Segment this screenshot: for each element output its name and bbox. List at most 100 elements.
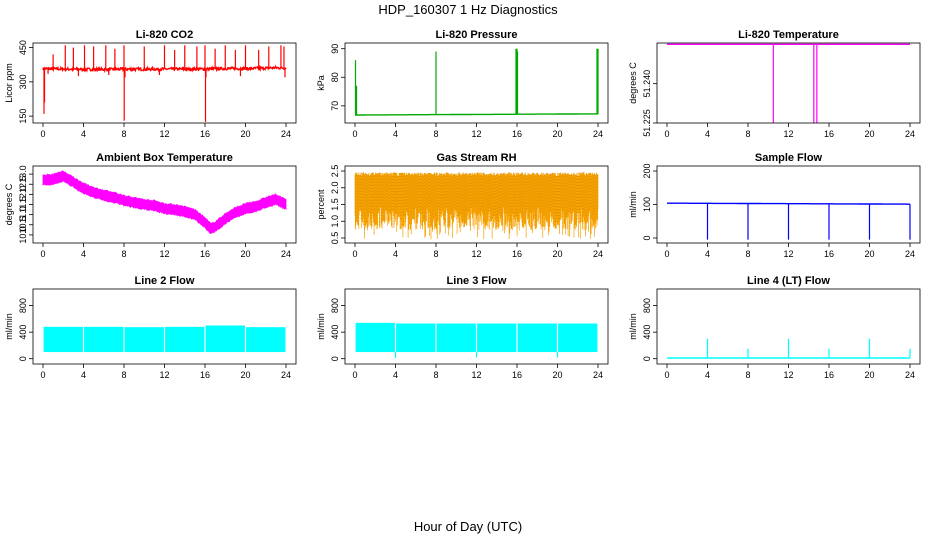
chart-line2-flow-block [43,326,83,353]
chart-sample-xtick-label: 20 [864,249,874,259]
chart-line3-ytick-label: 400 [330,325,340,340]
chart-pressure-series-line [355,113,598,116]
chart-line2-ytick-label: 800 [18,298,28,313]
chart-ambient-ytick-label: 11.0 [18,206,28,223]
chart-rh-xtick-label: 12 [471,249,481,259]
chart-temperature-xtick-label: 8 [745,129,750,139]
chart-sample-xtick-label: 24 [905,249,915,259]
chart-co2-ytick-label: 150 [18,109,28,124]
chart-rh-ytick-label: 0.5 [330,232,340,245]
chart-line3-xtick-label: 16 [512,370,522,380]
chart-sample-ytick-label: 100 [642,197,652,212]
chart-line2-xtick-label: 20 [240,370,250,380]
chart-line3-frame [344,288,609,365]
chart-line3-xtick-label: 4 [393,370,398,380]
chart-line2-frame [32,288,297,365]
chart-ambient-ytick-label: 13.0 [18,165,28,183]
chart-temperature-xtick-label: 16 [824,129,834,139]
chart-line4-plot-area [667,338,911,359]
chart-rh-ytick-label: 2.0 [330,182,340,195]
chart-line2-xtick-label: 24 [281,370,291,380]
chart-pressure-ytick-label: 80 [330,72,340,82]
chart-co2-title: Li-820 CO2 [136,29,193,41]
chart-temperature-panel: Li-820 Temperature degrees C 0 4 8 12 16 20 24 51… [628,29,921,139]
chart-pressure-ytick-label: 90 [330,44,340,54]
chart-sample-plot-area [667,202,911,240]
chart-line4-frame [656,288,921,365]
chart-co2-xtick-label: 24 [281,129,291,139]
chart-rh-ytick-label: 2.5 [330,165,340,178]
chart-pressure-xtick-label: 8 [433,129,438,139]
chart-ambient-ylabel: degrees C [4,183,14,225]
chart-ambient-panel: Ambient Box Temperature degrees C 0 4 8 12 16 2… [4,152,297,259]
chart-pressure-plot-area [354,48,599,116]
chart-pressure-frame [344,42,609,124]
chart-rh-title: Gas Stream RH [436,152,516,164]
chart-rh-series-noise-dots [354,172,599,240]
chart-ambient-ytick-label: 12.0 [18,186,28,204]
chart-line4-xtick-label: 4 [705,370,710,380]
chart-line3-flow-block [396,323,436,353]
chart-line2-flow-block [205,325,245,353]
chart-temperature-title: Li-820 Temperature [738,29,839,41]
chart-line3-xtick-label: 20 [552,370,562,380]
chart-line4-xtick-label: 20 [864,370,874,380]
chart-line3-xtick-label: 24 [593,370,603,380]
chart-line2-panel: Line 2 Flow ml/min 0 4 8 12 16 20 24 0 400 800 [4,275,297,380]
chart-line3-flow-block [477,323,517,353]
chart-ambient-title: Ambient Box Temperature [96,152,233,164]
chart-pressure-xtick-label: 20 [552,129,562,139]
chart-line3-flow-block [558,323,598,353]
chart-ambient-xtick-label: 20 [240,249,250,259]
chart-line2-flow-block [246,327,286,353]
chart-ambient-ytick-label: 11.5 [18,196,28,213]
chart-line4-ylabel: ml/min [628,313,638,340]
chart-line2-ylabel: ml/min [4,313,14,340]
chart-line3-ylabel: ml/min [316,313,326,340]
chart-pressure-xtick-label: 16 [512,129,522,139]
chart-co2-xtick-label: 4 [81,129,86,139]
chart-ambient-plot-area [42,170,287,235]
chart-line3-ytick-label: 0 [330,356,340,361]
chart-line2-flow-block [124,327,164,353]
chart-ambient-xtick-label: 0 [40,249,45,259]
chart-line4-panel: Line 4 (LT) Flow ml/min 0 4 8 12 16 20 24 0 400 800 [628,275,921,380]
figure-xlabel: Hour of Day (UTC) [414,519,522,534]
chart-ambient-xtick-label: 12 [159,249,169,259]
chart-co2-panel: Li-820 CO2 Licor ppm 0 4 8 12 16 20 24 150 300 450 [4,29,297,139]
chart-temperature-ytick-label: 51.225 [642,109,652,137]
chart-temperature-xtick-label: 12 [783,129,793,139]
chart-line2-plot-area [43,325,286,353]
chart-temperature-frame [656,42,921,124]
chart-ambient-frame [32,165,297,244]
chart-ambient-xtick-label: 8 [121,249,126,259]
chart-ambient-series-band [42,170,287,235]
chart-line3-panel: Line 3 Flow ml/min 0 4 8 12 16 20 24 0 400 800 [316,275,609,380]
chart-line4-title: Line 4 (LT) Flow [747,275,830,287]
chart-line4-ytick-label: 400 [642,325,652,340]
chart-line4-xtick-label: 0 [664,370,669,380]
chart-co2-xtick-label: 0 [40,129,45,139]
chart-line2-xtick-label: 8 [121,370,126,380]
chart-rh-xtick-label: 16 [512,249,522,259]
chart-rh-ylabel: percent [316,189,326,220]
chart-sample-xtick-label: 16 [824,249,834,259]
chart-line2-flow-block [165,326,205,353]
chart-line2-ytick-label: 0 [18,356,28,361]
chart-sample-xtick-label: 8 [745,249,750,259]
chart-temperature-ytick-label: 51.240 [642,70,652,98]
chart-ambient-xtick-label: 16 [200,249,210,259]
chart-line3-flow-block [436,323,476,353]
chart-ambient-xtick-label: 24 [281,249,291,259]
chart-line3-flow-block [355,322,395,353]
chart-rh-xtick-label: 20 [552,249,562,259]
chart-line4-ytick-label: 800 [642,298,652,313]
chart-co2-plot-area [42,45,287,122]
chart-co2-ytick-label: 300 [18,74,28,89]
chart-pressure-panel: Li-820 Pressure kPa 0 4 8 12 16 20 24 70 80 90 [316,29,609,139]
chart-temperature-ylabel: degrees C [628,62,638,104]
chart-ambient-ytick-label: 10.5 [18,216,28,234]
chart-temperature-xtick-label: 0 [664,129,669,139]
